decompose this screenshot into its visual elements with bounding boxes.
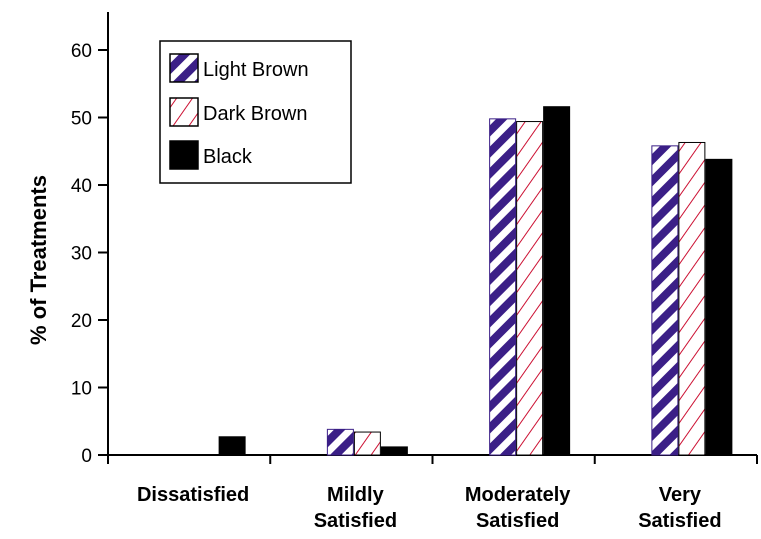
- y-tick-label: 30: [71, 244, 92, 265]
- x-category-label: Dissatisfied: [137, 484, 249, 506]
- bar-black: [380, 446, 408, 456]
- legend-swatch-dark-brown: [169, 97, 199, 127]
- legend-label-black: Black: [203, 146, 253, 168]
- x-category-label: Very: [659, 484, 702, 506]
- y-tick-label: 40: [71, 176, 92, 197]
- legend-label-light-brown: Light Brown: [203, 59, 309, 81]
- bar-dark-brown: [353, 431, 381, 456]
- bar-black: [543, 106, 571, 456]
- x-category-label: Satisfied: [314, 510, 397, 532]
- x-category-label: Moderately: [465, 484, 571, 506]
- y-tick-label: 60: [71, 41, 92, 62]
- bar-light-brown: [326, 428, 354, 456]
- category-labels: Dissatisfied Mildly Satisfied Moderately Sat…: [137, 484, 722, 532]
- bar-light-brown: [651, 145, 679, 456]
- y-tick-label: 10: [71, 379, 92, 400]
- legend: Light Brown Dark Brown Black: [159, 40, 352, 184]
- x-category-label: Satisfied: [638, 510, 721, 532]
- bar-black: [705, 158, 733, 456]
- axes: 0 10 20 30 40 50 60: [71, 12, 758, 467]
- x-category-label: Mildly: [327, 484, 385, 506]
- bars: [218, 106, 733, 456]
- bar-dark-brown: [516, 121, 544, 456]
- y-tick-label: 20: [71, 311, 92, 332]
- legend-swatch-light-brown: [169, 53, 199, 83]
- x-category-label: Satisfied: [476, 510, 559, 532]
- legend-label-dark-brown: Dark Brown: [203, 103, 307, 125]
- bar-black: [218, 436, 246, 456]
- bar-light-brown: [489, 118, 517, 456]
- bar-dark-brown: [678, 141, 706, 456]
- y-axis-title: % of Treatments: [26, 175, 51, 345]
- legend-swatch-black: [169, 140, 199, 170]
- y-tick-label: 50: [71, 109, 92, 130]
- y-tick-label: 0: [81, 446, 92, 467]
